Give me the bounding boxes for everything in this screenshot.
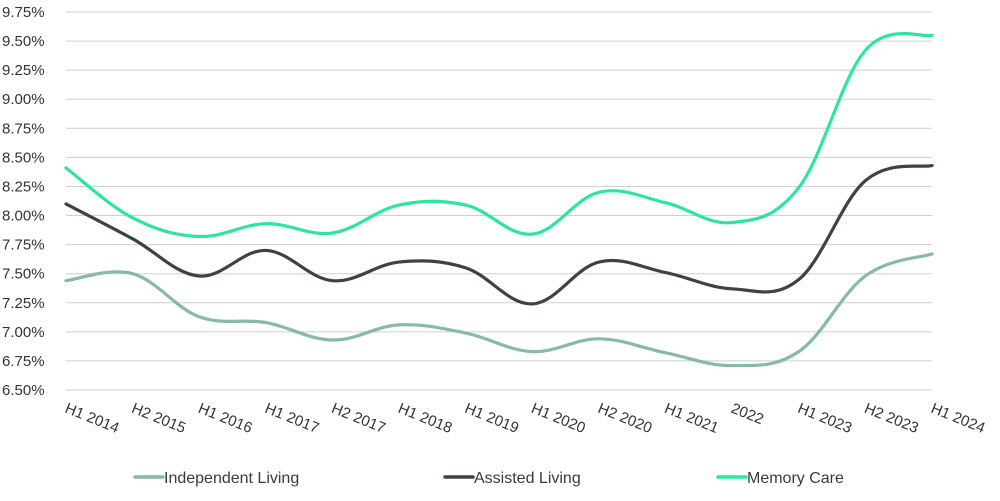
y-tick-label: 6.50% — [2, 382, 45, 399]
x-tick-label: H1 2016 — [196, 400, 255, 437]
legend-label: Independent Living — [164, 470, 299, 487]
x-tick-label: H1 2020 — [529, 400, 588, 437]
x-tick-label: H1 2014 — [63, 400, 122, 437]
x-tick-label: H2 2015 — [129, 400, 188, 437]
y-tick-label: 9.25% — [2, 62, 45, 79]
y-tick-label: 8.25% — [2, 178, 45, 195]
series-line-memory-care — [64, 31, 934, 239]
y-tick-label: 8.00% — [2, 208, 45, 225]
legend: Independent Living Assisted Living Memory … — [133, 470, 844, 487]
x-tick-label: H1 2024 — [929, 400, 988, 437]
x-tick-label: 2022 — [729, 400, 766, 428]
y-tick-label: 7.00% — [2, 324, 45, 341]
x-tick-label: H1 2023 — [795, 400, 854, 437]
x-tick-label: H2 2017 — [329, 400, 388, 437]
y-tick-label: 9.75% — [2, 4, 45, 21]
y-tick-label: 7.75% — [2, 237, 45, 254]
x-tick-label: H1 2019 — [462, 400, 521, 437]
y-tick-label: 8.75% — [2, 120, 45, 137]
series-line-independent-living — [64, 252, 934, 368]
series-line-assisted-living — [64, 163, 934, 306]
y-tick-label: 7.50% — [2, 266, 45, 283]
y-tick-label: 7.25% — [2, 295, 45, 312]
x-tick-label: H2 2020 — [595, 400, 654, 437]
x-axis-ticks: H1 2014 H2 2015 H1 2016 H1 2017 H2 2017 H1 20… — [63, 400, 988, 437]
x-tick-label: H1 2017 — [262, 400, 321, 437]
x-tick-label: H1 2021 — [662, 400, 721, 437]
legend-label: Memory Care — [747, 470, 844, 487]
x-tick-label: H2 2023 — [862, 400, 921, 437]
y-tick-label: 6.75% — [2, 353, 45, 370]
y-tick-label: 8.50% — [2, 149, 45, 166]
legend-label: Assisted Living — [474, 470, 581, 487]
y-tick-label: 9.50% — [2, 33, 45, 50]
x-tick-label: H1 2018 — [396, 400, 455, 437]
series-lines — [64, 31, 934, 368]
y-tick-label: 9.00% — [2, 91, 45, 108]
y-axis-ticks: 6.50% 6.75% 7.00% 7.25% 7.50% 7.75% 8.00% 8.25%… — [2, 4, 45, 399]
gridlines — [66, 11, 932, 391]
